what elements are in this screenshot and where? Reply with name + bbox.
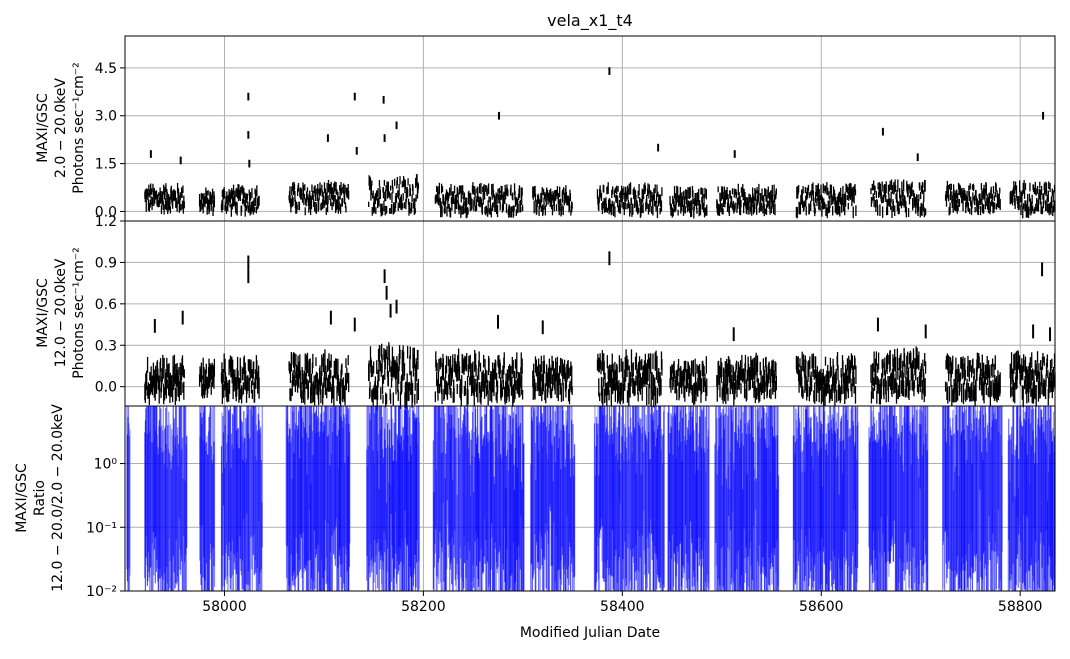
data-segment-9: [716, 352, 777, 406]
data-segment-1: [198, 357, 216, 399]
data-segment-1: [198, 187, 216, 217]
chart-title: vela_x1_t4: [547, 11, 633, 31]
data-segment-10: [795, 182, 857, 219]
data-segment-0: [144, 354, 185, 406]
data-segment-8: [669, 185, 708, 219]
ratio-segment-9: [667, 406, 710, 591]
panel-3-yticks: 10⁻² 10⁻¹ 10⁰: [86, 457, 125, 600]
data-segment-11: [870, 346, 927, 405]
data-segment-9: [716, 183, 777, 217]
data-segment-0: [144, 182, 185, 215]
panel-3-ylabel: MAXI/GSC Ratio 12.0 − 20.0/2.0 − 20.0keV: [14, 404, 66, 592]
ytick-label-2: 0.6: [95, 297, 117, 313]
data-segment-4: [368, 342, 420, 411]
data-segment-2: [220, 184, 260, 217]
panel-2-ylabel-line-3: Photons sec⁻¹cm⁻²: [71, 247, 87, 379]
data-segment-13: [1009, 180, 1056, 219]
data-segment-2: [220, 353, 260, 405]
ratio-segment-12: [868, 406, 929, 591]
ytick-label-0: 0.0: [95, 204, 117, 220]
panel-1-grid: [125, 36, 1055, 221]
data-segment-5: [434, 182, 524, 219]
ratio-segment-2: [198, 406, 216, 591]
data-segment-13: [1009, 350, 1056, 408]
ytick-label-3: 0.9: [95, 255, 117, 271]
ytick-label-2: 10⁰: [94, 457, 118, 473]
panel-hard-band: 0.0 0.3 0.6 0.9 1.2 MAXI/GSC 12.0 − 20.0keV …: [35, 214, 1056, 411]
data-segment-7: [596, 349, 663, 408]
data-segment-10: [795, 351, 857, 407]
panel-1-ylabel-line-1: MAXI/GSC: [35, 93, 51, 163]
panel-3-ylabel-line-3: 12.0 − 20.0/2.0 − 20.0keV: [50, 404, 66, 592]
panel-ratio: 10⁻² 10⁻¹ 10⁰ MAXI/GSC Ratio 12.0 − 20.0/2…: [14, 404, 1056, 641]
ytick-label-1: 10⁻¹: [86, 520, 117, 536]
data-segment-3: [288, 179, 350, 216]
xtick-label-3: 58600: [799, 599, 844, 615]
data-segment-4: [368, 174, 420, 217]
ratio-segment-3: [220, 406, 263, 591]
panel-2-yticks: 0.0 0.3 0.6 0.9 1.2: [95, 214, 125, 396]
panel-1-ylabel: MAXI/GSC 2.0 − 20.0keV Photons sec⁻¹cm⁻²: [35, 62, 87, 194]
ytick-label-3: 4.5: [95, 61, 117, 77]
ratio-segment-14: [1007, 406, 1056, 591]
x-axis-ticks: 58000 58200 58400 58600 58800: [202, 591, 1042, 615]
ratio-segment-8: [593, 406, 665, 591]
ratio-segment-4: [285, 406, 351, 591]
panel-1-ylabel-line-3: Photons sec⁻¹cm⁻²: [71, 62, 87, 194]
data-segment-12: [944, 352, 1001, 407]
data-segment-3: [288, 349, 350, 406]
xtick-label-4: 58800: [998, 599, 1043, 615]
panel-total-band: 0.0 1.5 3.0 4.5 MAXI/GSC 2.0 − 20.0keV Phot…: [35, 35, 1056, 222]
panel-2-ylabel-line-2: 12.0 − 20.0keV: [53, 258, 69, 367]
panel-1-yticks: 0.0 1.5 3.0 4.5: [95, 61, 125, 220]
panel-1-data: [144, 67, 1056, 219]
panel-2-data: [144, 251, 1056, 411]
panel-2-ylabel: MAXI/GSC 12.0 − 20.0keV Photons sec⁻¹cm⁻…: [35, 247, 87, 379]
xtick-label-1: 58200: [401, 599, 446, 615]
data-segment-12: [944, 180, 1001, 216]
ratio-segment-5: [366, 406, 421, 591]
ytick-label-2: 3.0: [95, 109, 117, 125]
xtick-label-0: 58000: [202, 599, 247, 615]
panel-1-frame: [124, 35, 1056, 222]
data-segment-11: [870, 179, 927, 218]
panel-3-ylabel-line-2: Ratio: [32, 480, 48, 516]
data-segment-7: [596, 182, 663, 219]
ratio-segment-1: [144, 406, 188, 591]
panel-3-ylabel-line-1: MAXI/GSC: [14, 463, 30, 533]
ytick-label-0: 0.0: [95, 380, 117, 396]
ratio-segment-10: [714, 406, 780, 591]
panel-3-frame: [124, 405, 1056, 592]
ratio-segment-11: [792, 406, 859, 591]
ratio-segment-0: [126, 406, 131, 591]
x-axis-label: Modified Julian Date: [520, 625, 660, 641]
panel-1-ylabel-line-2: 2.0 − 20.0keV: [53, 78, 69, 178]
data-segment-6: [532, 355, 573, 405]
ratio-segment-7: [530, 406, 576, 591]
xtick-label-2: 58400: [600, 599, 645, 615]
panel-2-ylabel-line-1: MAXI/GSC: [35, 278, 51, 348]
ytick-label-4: 1.2: [95, 214, 117, 230]
data-segment-5: [434, 348, 524, 407]
data-segment-6: [532, 185, 573, 217]
ytick-label-1: 1.5: [95, 157, 117, 173]
ratio-segment-6: [432, 406, 525, 591]
ytick-label-0: 10⁻²: [86, 584, 117, 600]
data-segment-8: [669, 356, 708, 406]
ytick-label-1: 0.3: [95, 338, 117, 354]
panel-3-data: [126, 406, 1056, 591]
ratio-segment-13: [942, 406, 1003, 591]
